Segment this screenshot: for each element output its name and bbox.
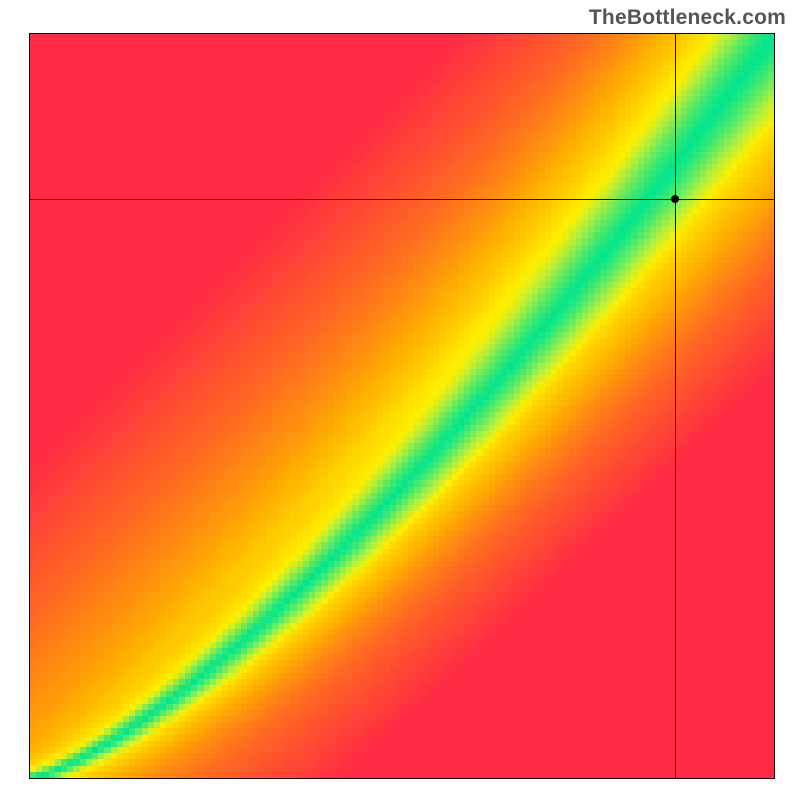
crosshair-horizontal <box>30 199 774 200</box>
bottleneck-heatmap <box>30 34 774 778</box>
crosshair-vertical <box>675 34 676 778</box>
plot-area <box>29 33 775 779</box>
watermark-text: TheBottleneck.com <box>589 6 786 30</box>
figure-container: TheBottleneck.com <box>0 0 800 800</box>
